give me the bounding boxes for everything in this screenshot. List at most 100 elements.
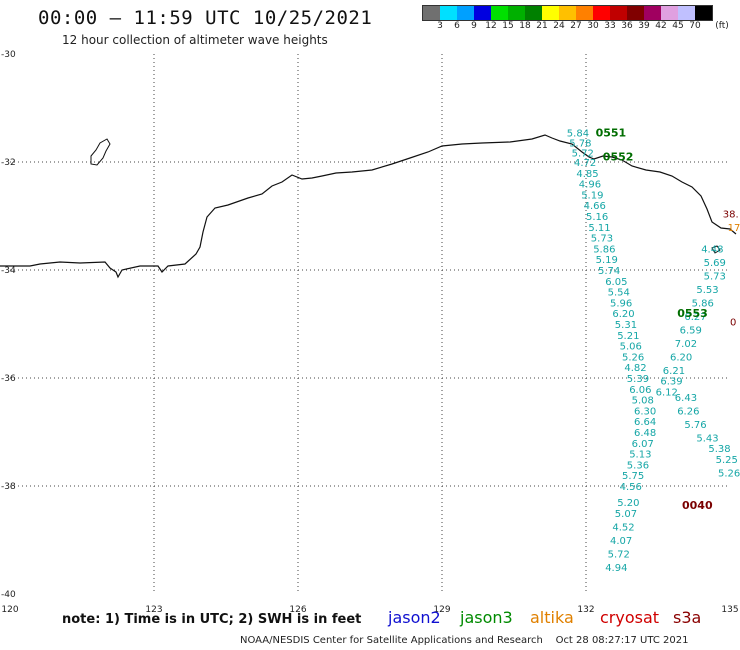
- colorbar-label: 45: [672, 21, 684, 31]
- colorbar-swatch: [695, 6, 712, 20]
- colorbar-swatch: [474, 6, 491, 20]
- x-tick-label: 129: [433, 605, 450, 615]
- x-tick-label: 135: [721, 605, 738, 615]
- colorbar-swatch: [559, 6, 576, 20]
- swh-value-jason3: 6.59: [680, 325, 702, 336]
- swh-value-jason3: 5.07: [615, 509, 637, 520]
- grid-lines: [10, 54, 730, 594]
- swh-value-jason3: 5.39: [627, 374, 649, 385]
- colorbar-swatch: [423, 6, 440, 20]
- swh-value-jason3: 6.21: [663, 366, 685, 377]
- swh-value-jason3: 5.75: [622, 471, 644, 482]
- legend-s3a: s3a: [673, 608, 702, 627]
- swh-value-jason3: 5.73: [591, 234, 613, 245]
- swh-value-jason3: 5.38: [708, 444, 730, 455]
- swh-value-jason3: 5.72: [608, 550, 630, 561]
- legend-jason2: jason2: [388, 608, 441, 627]
- swh-value-jason3: 5.36: [627, 460, 649, 471]
- legend-cryosat: cryosat: [600, 608, 660, 627]
- swh-value-altika: 17.6: [728, 223, 740, 234]
- pass-time-label: 0553: [677, 307, 708, 320]
- swh-value-jason3: 6.26: [677, 406, 699, 417]
- colorbar-label: 9: [471, 21, 477, 31]
- colorbar-swatch: [678, 6, 695, 20]
- colorbar-swatch: [440, 6, 457, 20]
- swh-value-jason3: 5.96: [610, 298, 632, 309]
- swh-value-jason3: 4.85: [576, 169, 598, 180]
- colorbar-label: 21: [536, 21, 548, 31]
- colorbar-swatch: [525, 6, 542, 20]
- colorbar-label: 24: [553, 21, 565, 31]
- swh-value-jason3: 5.69: [704, 258, 726, 269]
- swh-value-jason3: 6.30: [634, 406, 656, 417]
- colorbar-unit: (ft): [715, 21, 729, 31]
- swh-value-jason3: 5.25: [716, 455, 738, 466]
- swh-value-jason3: 4.96: [579, 180, 601, 191]
- legend-jason3: jason3: [460, 608, 513, 627]
- swh-value-jason3: 6.12: [656, 388, 678, 399]
- swh-value-jason3: 4.48: [701, 244, 723, 255]
- swh-value-jason3: 6.64: [634, 417, 656, 428]
- swh-value-jason3: 4.66: [584, 201, 606, 212]
- page-subtitle: 12 hour collection of altimeter wave hei…: [62, 33, 328, 47]
- footer-note: note: 1) Time is in UTC; 2) SWH is in fe…: [62, 612, 362, 627]
- colorbar-label: 12: [485, 21, 497, 31]
- colorbar-labels: 3 6 9 12 15 18 21 24 27 30 33 36 39 42 45 70 (ft): [422, 21, 740, 33]
- footer-credit: NOAA/NESDIS Center for Satellite Applica…: [240, 635, 689, 646]
- y-tick-label: -32: [1, 158, 16, 168]
- colorbar-swatch: [610, 6, 627, 20]
- swh-value-cryosat: 38.: [723, 209, 739, 220]
- y-tick-label: -30: [1, 50, 16, 60]
- swh-value-jason3: 4.82: [624, 363, 646, 374]
- colorbar-label: 70: [689, 21, 701, 31]
- swh-value-jason3: 6.27: [684, 312, 706, 323]
- x-tick-label: 123: [145, 605, 162, 615]
- swh-value-jason3: 5.53: [696, 285, 718, 296]
- colorbar-label: 3: [437, 21, 443, 31]
- colorbar-swatch: [508, 6, 525, 20]
- swh-value-jason3: 5.08: [632, 396, 654, 407]
- x-tick-label: 126: [289, 605, 306, 615]
- swh-value-jason3: 5.31: [615, 320, 637, 331]
- swh-value-jason3: 5.16: [586, 212, 608, 223]
- colorbar-swatch: [593, 6, 610, 20]
- swh-value-jason3: 5.21: [617, 331, 639, 342]
- swh-value-jason3: 5.26: [622, 352, 644, 363]
- wave-height-colorbar: [422, 5, 713, 21]
- colorbar-swatch: [491, 6, 508, 20]
- swh-value-jason3: 4.07: [610, 536, 632, 547]
- swh-value-jason3: 6.20: [612, 309, 634, 320]
- colorbar-swatch: [627, 6, 644, 20]
- x-tick-label: 132: [577, 605, 594, 615]
- swh-value-jason3: 5.20: [617, 498, 639, 509]
- swh-value-jason3: 6.05: [605, 277, 627, 288]
- colorbar-swatch: [576, 6, 593, 20]
- swh-value-jason3: 5.86: [593, 244, 615, 255]
- colorbar-label: 33: [604, 21, 616, 31]
- colorbar-swatch: [457, 6, 474, 20]
- swh-value-jason3: 5.19: [596, 255, 618, 266]
- swh-value-jason3: 7.02: [675, 339, 697, 350]
- pass-time-label: 0552: [603, 151, 634, 164]
- swh-value-jason3: 6.39: [660, 377, 682, 388]
- swh-value-jason3: 5.86: [692, 298, 714, 309]
- coastline: [0, 134, 737, 279]
- colorbar-swatch: [661, 6, 678, 20]
- y-tick-label: -36: [1, 374, 16, 384]
- legend-altika: altika: [530, 608, 574, 627]
- swh-value-jason3: 6.48: [634, 428, 656, 439]
- swh-value-jason3: 5.78: [569, 139, 591, 150]
- island: [90, 138, 111, 166]
- x-tick-label: 120: [1, 605, 18, 615]
- y-tick-label: -34: [1, 266, 16, 276]
- swh-value-jason3: 5.06: [620, 342, 642, 353]
- colorbar-label: 27: [570, 21, 582, 31]
- swh-value-jason3: 5.13: [629, 450, 651, 461]
- swh-value-jason3: 6.43: [675, 393, 697, 404]
- pass-time-label: 0551: [596, 126, 627, 139]
- colorbar-label: 15: [502, 21, 514, 31]
- colorbar-label: 6: [454, 21, 460, 31]
- swh-value-jason3: 4.72: [574, 158, 596, 169]
